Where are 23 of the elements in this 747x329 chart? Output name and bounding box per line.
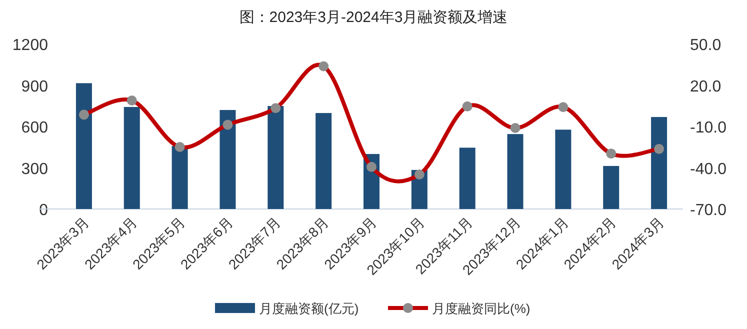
legend-label: 月度融资额(亿元)	[259, 301, 359, 316]
bar	[603, 166, 620, 209]
bar	[268, 106, 284, 209]
y2-tick-label: -40.0	[690, 160, 727, 178]
y2-tick-label: -10.0	[690, 120, 727, 136]
chart-title: 图：2023年3月-2024年3月融资额及增速	[239, 9, 508, 26]
bar	[555, 130, 572, 209]
bar	[316, 113, 332, 209]
bar	[76, 83, 92, 209]
y2-tick-label: -70.0	[690, 202, 727, 219]
y-tick-label: 1200	[12, 37, 48, 54]
y2-tick-label: 20.0	[690, 78, 722, 96]
bar	[172, 146, 188, 209]
bar	[124, 106, 140, 209]
legend-label: 月度融资同比(%)	[432, 301, 530, 316]
y-tick-label: 900	[21, 78, 48, 96]
bar	[220, 110, 236, 209]
bar	[459, 148, 476, 209]
y2-tick-label: 50.0	[690, 37, 722, 54]
bar	[507, 134, 524, 209]
y-tick-label: 300	[21, 160, 48, 178]
y-tick-label: 600	[21, 120, 48, 136]
bar	[651, 117, 668, 209]
